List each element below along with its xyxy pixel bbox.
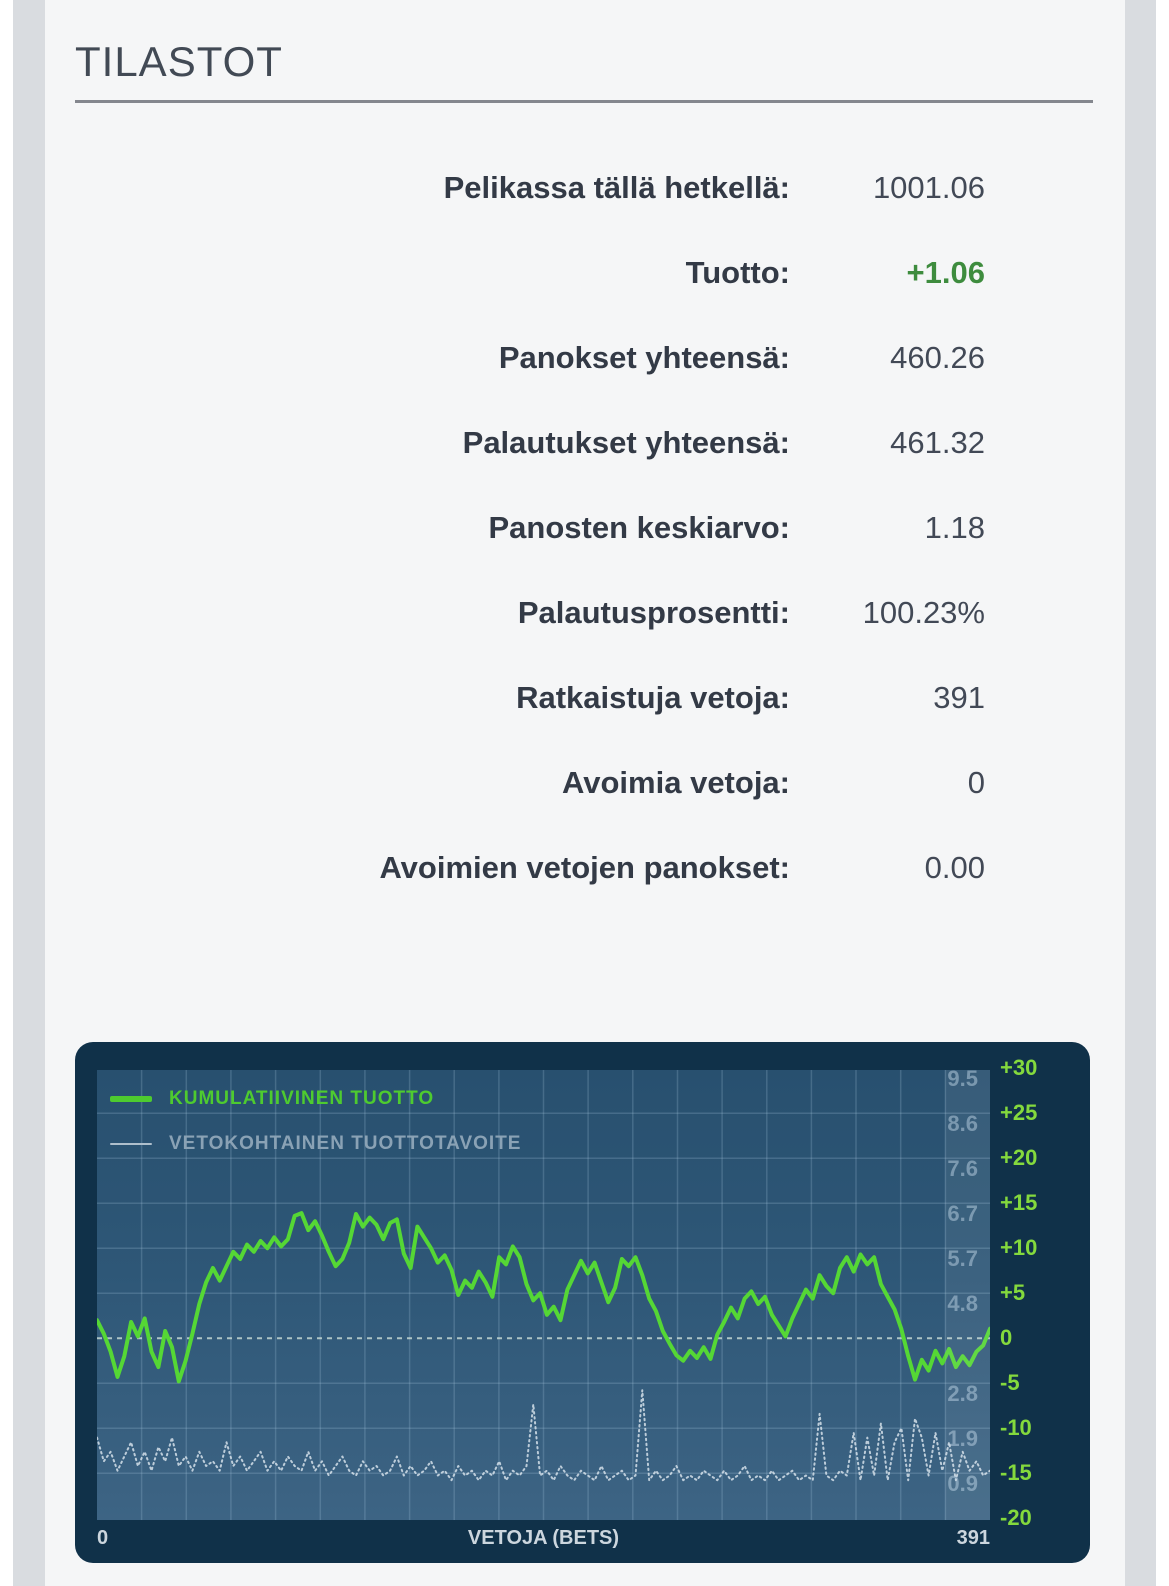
- chart-plot-area: 9.5 8.6 7.6 6.7 5.7 4.8 2.8 1.9 0.9 KUMU…: [97, 1070, 990, 1520]
- left-gutter: [13, 0, 45, 1586]
- stat-row-total-stakes: Panokset yhteensä: 460.26: [75, 315, 1093, 400]
- secondary-tick: 5.7: [947, 1246, 978, 1271]
- secondary-tick: 0.9: [947, 1471, 978, 1496]
- main-axis-tick: -20: [1000, 1505, 1032, 1530]
- stat-row-average-stake: Panosten keskiarvo: 1.18: [75, 485, 1093, 570]
- stat-value: 100.23%: [862, 594, 985, 630]
- secondary-axis-band: [945, 1070, 990, 1520]
- stat-label: Panokset yhteensä:: [498, 339, 790, 375]
- main-axis-tick: -10: [1000, 1415, 1032, 1440]
- stat-label: Avoimien vetojen panokset:: [379, 849, 790, 885]
- secondary-tick: 7.6: [947, 1156, 978, 1181]
- stat-row-profit: Tuotto: +1.06: [75, 230, 1093, 315]
- gray-line-swatch: [110, 1143, 152, 1145]
- stat-label: Palautusprosentti:: [517, 594, 790, 630]
- stat-value: 460.26: [890, 339, 985, 375]
- stat-row-settled-bets: Ratkaistuja vetoja: 391: [75, 655, 1093, 740]
- stat-label: Palautukset yhteensä:: [462, 424, 790, 460]
- stat-value: 0.00: [924, 849, 985, 885]
- legend-label: VETOKOHTAINEN TUOTTOTAVOITE: [169, 1133, 522, 1154]
- stat-label: Avoimia vetoja:: [562, 764, 790, 800]
- right-gutter: [1124, 0, 1156, 1586]
- x-axis-title: VETOJA (BETS): [467, 1527, 620, 1549]
- secondary-tick: 6.7: [947, 1201, 978, 1226]
- main-axis-tick: +25: [1000, 1100, 1038, 1125]
- stat-value: 1.18: [924, 509, 985, 545]
- secondary-tick: 4.8: [947, 1291, 978, 1316]
- legend-label: KUMULATIIVINEN TUOTTO: [169, 1088, 435, 1109]
- stat-value: 1001.06: [872, 169, 985, 205]
- main-axis-tick: -5: [1000, 1370, 1020, 1395]
- legend-cumulative-profit: KUMULATIIVINEN TUOTTO: [110, 1082, 521, 1116]
- page-title: TILASTOT: [75, 38, 283, 85]
- stat-row-total-returns: Palautukset yhteensä: 461.32: [75, 400, 1093, 485]
- stat-value: 0: [967, 764, 985, 800]
- main-axis-tick: +30: [1000, 1055, 1038, 1080]
- stat-label: Pelikassa tällä hetkellä:: [443, 169, 790, 205]
- stat-row-bankroll: Pelikassa tällä hetkellä: 1001.06: [75, 145, 1093, 230]
- stat-row-return-percentage: Palautusprosentti: 100.23%: [75, 570, 1093, 655]
- stat-row-open-bet-stakes: Avoimien vetojen panokset: 0.00: [75, 825, 1093, 910]
- stat-value: 391: [933, 679, 985, 715]
- stat-label: Tuotto:: [685, 254, 790, 290]
- main-axis-tick: 0: [1000, 1325, 1013, 1350]
- main-axis-tick: +20: [1000, 1145, 1038, 1170]
- secondary-tick: 1.9: [947, 1426, 978, 1451]
- stat-value: 461.32: [890, 424, 985, 460]
- profit-chart: 9.5 8.6 7.6 6.7 5.7 4.8 2.8 1.9 0.9 KUMU…: [75, 1042, 1090, 1563]
- legend-per-bet-target: VETOKOHTAINEN TUOTTOTAVOITE: [110, 1127, 521, 1161]
- x-axis-max: 391: [956, 1527, 990, 1549]
- secondary-tick: 2.8: [947, 1381, 978, 1406]
- main-axis-tick: +15: [1000, 1190, 1038, 1215]
- statistics-panel: TILASTOT Pelikassa tällä hetkellä: 1001.…: [45, 0, 1125, 1586]
- stat-label: Panosten keskiarvo:: [488, 509, 790, 545]
- x-axis-min: 0: [97, 1527, 109, 1549]
- chart-legend: KUMULATIIVINEN TUOTTO VETOKOHTAINEN TUOT…: [110, 1082, 521, 1172]
- stat-value-profit: +1.06: [906, 254, 985, 290]
- main-axis-tick: +10: [1000, 1235, 1038, 1260]
- chart-canvas: [97, 1070, 990, 1520]
- secondary-tick: 9.5: [947, 1070, 978, 1091]
- green-line-swatch: [110, 1096, 152, 1102]
- stat-row-open-bets: Avoimia vetoja: 0: [75, 740, 1093, 825]
- stat-label: Ratkaistuja vetoja:: [516, 679, 790, 715]
- main-axis-tick: +5: [1000, 1280, 1026, 1305]
- secondary-tick: 8.6: [947, 1111, 978, 1136]
- title-divider: [75, 100, 1093, 103]
- main-axis-tick: -15: [1000, 1460, 1032, 1485]
- stats-list: Pelikassa tällä hetkellä: 1001.06 Tuotto…: [75, 145, 1093, 910]
